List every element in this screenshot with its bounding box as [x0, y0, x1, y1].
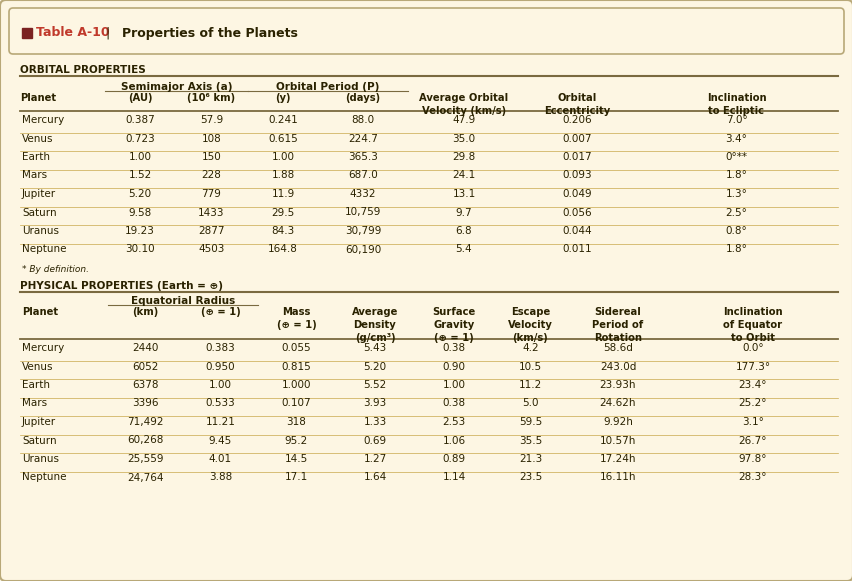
- Text: Average
Density
(g/cm³): Average Density (g/cm³): [351, 307, 398, 343]
- Text: Saturn: Saturn: [22, 207, 56, 217]
- Text: 11.9: 11.9: [271, 189, 294, 199]
- Text: 95.2: 95.2: [285, 436, 308, 446]
- Text: 1.00: 1.00: [271, 152, 294, 162]
- Text: (10⁶ km): (10⁶ km): [187, 93, 235, 103]
- Text: 6.8: 6.8: [455, 226, 472, 236]
- Text: Planet: Planet: [22, 307, 58, 317]
- Text: 23.4°: 23.4°: [738, 380, 766, 390]
- Text: 35.0: 35.0: [452, 134, 475, 144]
- Text: Earth: Earth: [22, 380, 50, 390]
- Text: 25.2°: 25.2°: [738, 399, 766, 408]
- Text: 0.38: 0.38: [442, 343, 465, 353]
- Text: 5.0: 5.0: [521, 399, 538, 408]
- Text: Neptune: Neptune: [22, 472, 66, 482]
- Text: 1.14: 1.14: [442, 472, 465, 482]
- Text: Surface
Gravity
(⊕ = 1): Surface Gravity (⊕ = 1): [432, 307, 475, 343]
- Text: 28.3°: 28.3°: [738, 472, 766, 482]
- Text: 4503: 4503: [198, 245, 224, 254]
- Text: 9.7: 9.7: [455, 207, 472, 217]
- Text: 4.01: 4.01: [209, 454, 232, 464]
- Text: (days): (days): [345, 93, 380, 103]
- Text: 17.24h: 17.24h: [599, 454, 636, 464]
- Text: Mercury: Mercury: [22, 115, 64, 125]
- Text: 10.57h: 10.57h: [599, 436, 636, 446]
- Text: Sidereal
Period of
Rotation: Sidereal Period of Rotation: [591, 307, 643, 343]
- Text: 5.43: 5.43: [363, 343, 386, 353]
- Text: 9.58: 9.58: [128, 207, 152, 217]
- Text: 1.00: 1.00: [209, 380, 232, 390]
- Text: 0.815: 0.815: [281, 361, 311, 371]
- Text: 0.044: 0.044: [562, 226, 591, 236]
- Text: 5.20: 5.20: [129, 189, 152, 199]
- Text: 16.11h: 16.11h: [599, 472, 636, 482]
- Text: 228: 228: [201, 170, 222, 181]
- Text: Average Orbital
Velocity (km/s): Average Orbital Velocity (km/s): [419, 93, 508, 116]
- Text: 3.4°: 3.4°: [725, 134, 746, 144]
- Text: 29.5: 29.5: [271, 207, 294, 217]
- Text: 0.055: 0.055: [281, 343, 311, 353]
- Text: 1.52: 1.52: [128, 170, 152, 181]
- Text: 88.0: 88.0: [351, 115, 374, 125]
- Text: 0°**: 0°**: [725, 152, 746, 162]
- Text: Mars: Mars: [22, 399, 47, 408]
- Text: Mars: Mars: [22, 170, 47, 181]
- Text: 0.69: 0.69: [363, 436, 386, 446]
- Text: 0.8°: 0.8°: [725, 226, 746, 236]
- Text: Equatorial Radius: Equatorial Radius: [130, 296, 235, 306]
- Text: Venus: Venus: [22, 361, 54, 371]
- Text: 3396: 3396: [132, 399, 158, 408]
- Text: 0.89: 0.89: [442, 454, 465, 464]
- Text: 5.4: 5.4: [455, 245, 472, 254]
- Text: 23.5: 23.5: [518, 472, 542, 482]
- Text: 13.1: 13.1: [452, 189, 475, 199]
- Text: Uranus: Uranus: [22, 226, 59, 236]
- Text: 11.21: 11.21: [205, 417, 235, 427]
- Text: 1.3°: 1.3°: [725, 189, 746, 199]
- Text: 0.049: 0.049: [562, 189, 591, 199]
- Text: 30,799: 30,799: [344, 226, 381, 236]
- Text: 30.10: 30.10: [125, 245, 154, 254]
- Text: 1.00: 1.00: [129, 152, 152, 162]
- Text: |: |: [98, 27, 118, 40]
- Text: Orbital Period (P): Orbital Period (P): [276, 82, 379, 92]
- Text: (km): (km): [132, 307, 158, 317]
- Text: 19.23: 19.23: [125, 226, 155, 236]
- Text: 224.7: 224.7: [348, 134, 377, 144]
- Text: 71,492: 71,492: [127, 417, 164, 427]
- Text: 3.93: 3.93: [363, 399, 386, 408]
- Text: 150: 150: [201, 152, 222, 162]
- Text: 10.5: 10.5: [518, 361, 541, 371]
- Text: 25,559: 25,559: [127, 454, 164, 464]
- Text: 1.8°: 1.8°: [725, 170, 746, 181]
- Text: 1.88: 1.88: [271, 170, 294, 181]
- Text: Jupiter: Jupiter: [22, 189, 56, 199]
- Text: 1.64: 1.64: [363, 472, 386, 482]
- Text: Jupiter: Jupiter: [22, 417, 56, 427]
- Text: 687.0: 687.0: [348, 170, 377, 181]
- Text: Uranus: Uranus: [22, 454, 59, 464]
- Text: 4332: 4332: [349, 189, 376, 199]
- Text: 23.93h: 23.93h: [599, 380, 636, 390]
- Text: ORBITAL PROPERTIES: ORBITAL PROPERTIES: [20, 65, 146, 75]
- Text: 0.533: 0.533: [205, 399, 235, 408]
- Text: Planet: Planet: [20, 93, 56, 103]
- Text: Inclination
of Equator
to Orbit: Inclination of Equator to Orbit: [722, 307, 782, 343]
- Text: (y): (y): [275, 93, 291, 103]
- Text: 0.107: 0.107: [281, 399, 311, 408]
- Text: 0.007: 0.007: [562, 134, 591, 144]
- Text: 0.011: 0.011: [562, 245, 591, 254]
- Text: 1.00: 1.00: [442, 380, 465, 390]
- FancyBboxPatch shape: [9, 8, 843, 54]
- Text: 21.3: 21.3: [518, 454, 542, 464]
- Text: 779: 779: [201, 189, 222, 199]
- Text: 2877: 2877: [198, 226, 224, 236]
- Text: Table A-10: Table A-10: [36, 27, 110, 40]
- Text: 60,190: 60,190: [344, 245, 381, 254]
- Text: 0.056: 0.056: [562, 207, 591, 217]
- Text: 29.8: 29.8: [452, 152, 475, 162]
- Text: 26.7°: 26.7°: [738, 436, 766, 446]
- Text: Orbital
Eccentricity: Orbital Eccentricity: [544, 93, 610, 116]
- Text: 0.950: 0.950: [205, 361, 235, 371]
- Text: 14.5: 14.5: [285, 454, 308, 464]
